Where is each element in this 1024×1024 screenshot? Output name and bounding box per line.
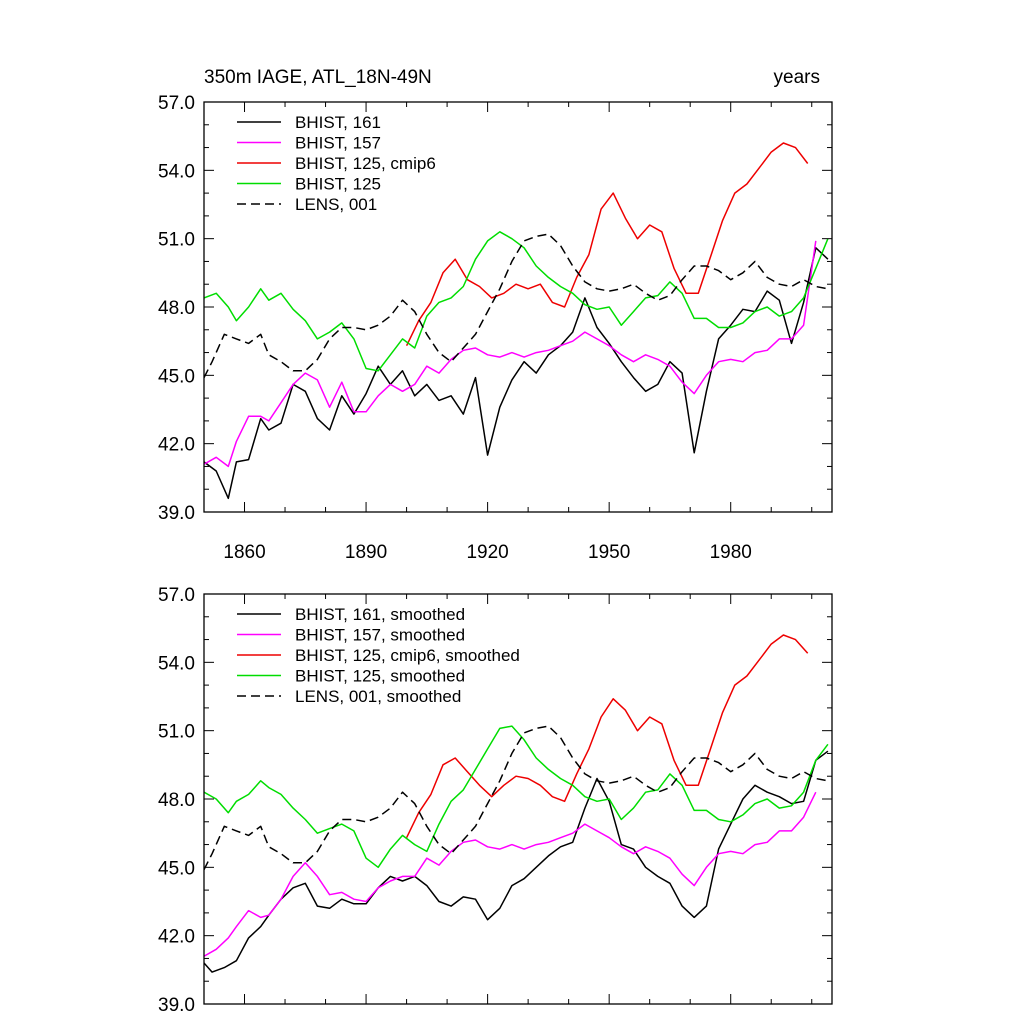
y-tick-label: 48.0 [158,790,195,811]
series-line-1 [204,750,829,973]
x-tick-label: 1860 [223,542,265,563]
legend-label: BHIST, 157 [295,134,381,153]
y-tick-label: 42.0 [158,435,195,456]
series-line-2 [204,791,817,957]
series-group [204,634,829,973]
y-tick-label: 45.0 [158,366,195,387]
series-line-2 [204,240,817,468]
series-line-5 [204,725,829,870]
y-tick-label: 57.0 [158,585,195,606]
bottom-panel: 39.0 42.0 45.0 48.0 51.0 54.0 57.0 BHIST, 161, … [158,585,833,1016]
units-label: years [774,67,820,88]
legend-label: BHIST, 125 [295,175,381,194]
x-tick-label: 1920 [466,542,508,563]
y-tick-label: 57.0 [158,93,195,114]
legend-label: LENS, 001 [295,195,377,214]
y-tick-label: 45.0 [158,858,195,879]
y-tick-label: 51.0 [158,722,195,743]
series-line-1 [204,247,829,500]
series-line-3 [405,634,809,839]
legend-label: LENS, 001, smoothed [295,687,461,706]
legend-label: BHIST, 125, smoothed [295,667,465,686]
x-tick-label: 1890 [345,542,387,563]
y-tick-label: 54.0 [158,653,195,674]
y-tick-label: 48.0 [158,298,195,319]
series-group [204,142,829,500]
legend-label: BHIST, 157, smoothed [295,626,465,645]
series-line-5 [204,233,829,378]
legend-label: BHIST, 125, cmip6 [295,154,436,173]
legend-label: BHIST, 161, smoothed [295,605,465,624]
chart-title: 350m IAGE, ATL_18N-49N [204,67,432,88]
legend-label: BHIST, 125, cmip6, smoothed [295,646,520,665]
series-line-4 [204,231,829,372]
series-line-3 [405,142,809,347]
y-tick-label: 39.0 [158,995,195,1016]
x-tick-label: 1980 [710,542,752,563]
series-line-4 [204,725,829,869]
y-tick-label: 51.0 [158,230,195,251]
y-tick-label: 54.0 [158,161,195,182]
x-tick-label: 1950 [588,542,630,563]
top-panel: 39.0 42.0 45.0 48.0 51.0 54.0 57.0 1860 1890 1920… [158,93,833,563]
legend-label: BHIST, 161 [295,113,381,132]
y-tick-label: 42.0 [158,927,195,948]
y-tick-label: 39.0 [158,503,195,524]
